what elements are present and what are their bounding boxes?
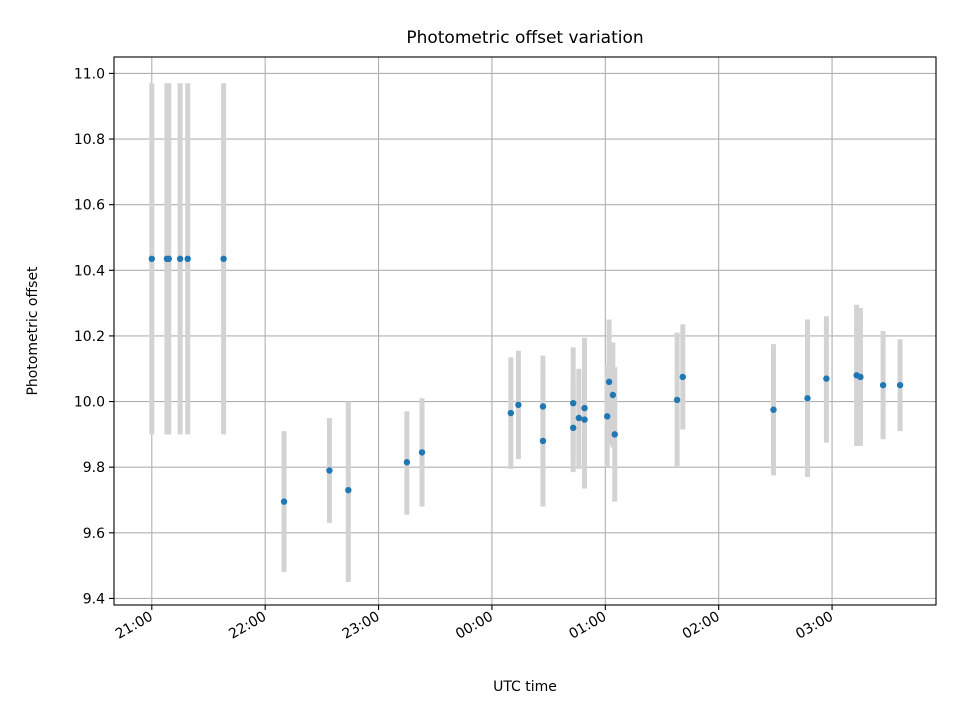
data-point xyxy=(673,396,681,404)
data-point xyxy=(326,467,333,474)
x-tick-label: 00:00 xyxy=(453,609,496,643)
data-point xyxy=(575,414,583,422)
data-point xyxy=(403,459,411,466)
error-bars xyxy=(149,83,903,583)
x-tick-label: 23:00 xyxy=(340,609,383,643)
data-point xyxy=(539,437,547,445)
data-point xyxy=(569,424,577,432)
data-point xyxy=(539,403,547,410)
x-tick-label: 01:00 xyxy=(566,609,609,643)
y-tick-label: 9.6 xyxy=(83,526,105,542)
x-tick-label: 02:00 xyxy=(680,609,723,643)
data-point xyxy=(515,401,522,409)
data-point xyxy=(581,404,588,412)
data-point xyxy=(804,395,811,402)
data-point xyxy=(148,255,155,263)
data-point xyxy=(679,373,686,381)
y-tick-label: 10.8 xyxy=(74,132,105,148)
data-point xyxy=(418,449,426,456)
y-tick-label: 9.4 xyxy=(83,591,105,607)
data-point xyxy=(611,431,618,438)
grid-lines xyxy=(114,57,936,605)
data-point xyxy=(220,255,227,263)
y-tick-label: 10.2 xyxy=(74,329,105,345)
data-point xyxy=(569,399,577,407)
y-tick-label: 10.4 xyxy=(74,263,105,279)
x-axis-label: UTC time xyxy=(493,679,557,695)
data-point xyxy=(896,381,904,389)
x-tick-label: 21:00 xyxy=(113,609,156,643)
data-point xyxy=(879,381,887,389)
data-point xyxy=(581,416,588,423)
data-point xyxy=(345,486,352,494)
y-tick-label: 10.6 xyxy=(74,198,105,214)
y-axis-label: Photometric offset xyxy=(25,266,41,396)
data-point xyxy=(823,375,830,382)
data-point xyxy=(176,255,184,263)
y-tick-label: 11.0 xyxy=(74,66,105,82)
data-point xyxy=(604,413,611,420)
data-points xyxy=(148,255,904,505)
y-tick-label: 10.0 xyxy=(74,395,105,411)
x-tick-label: 03:00 xyxy=(793,609,836,643)
plot-frame xyxy=(113,56,937,606)
y-tick-label: 9.8 xyxy=(83,460,105,476)
data-point xyxy=(507,409,515,417)
data-point xyxy=(605,378,613,386)
data-point xyxy=(770,406,777,413)
chart-title: Photometric offset variation xyxy=(406,28,643,48)
data-point xyxy=(280,498,288,505)
data-point xyxy=(165,255,172,263)
data-point xyxy=(184,255,191,263)
data-point xyxy=(857,373,864,381)
data-point xyxy=(609,391,617,399)
x-tick-label: 22:00 xyxy=(226,609,269,643)
